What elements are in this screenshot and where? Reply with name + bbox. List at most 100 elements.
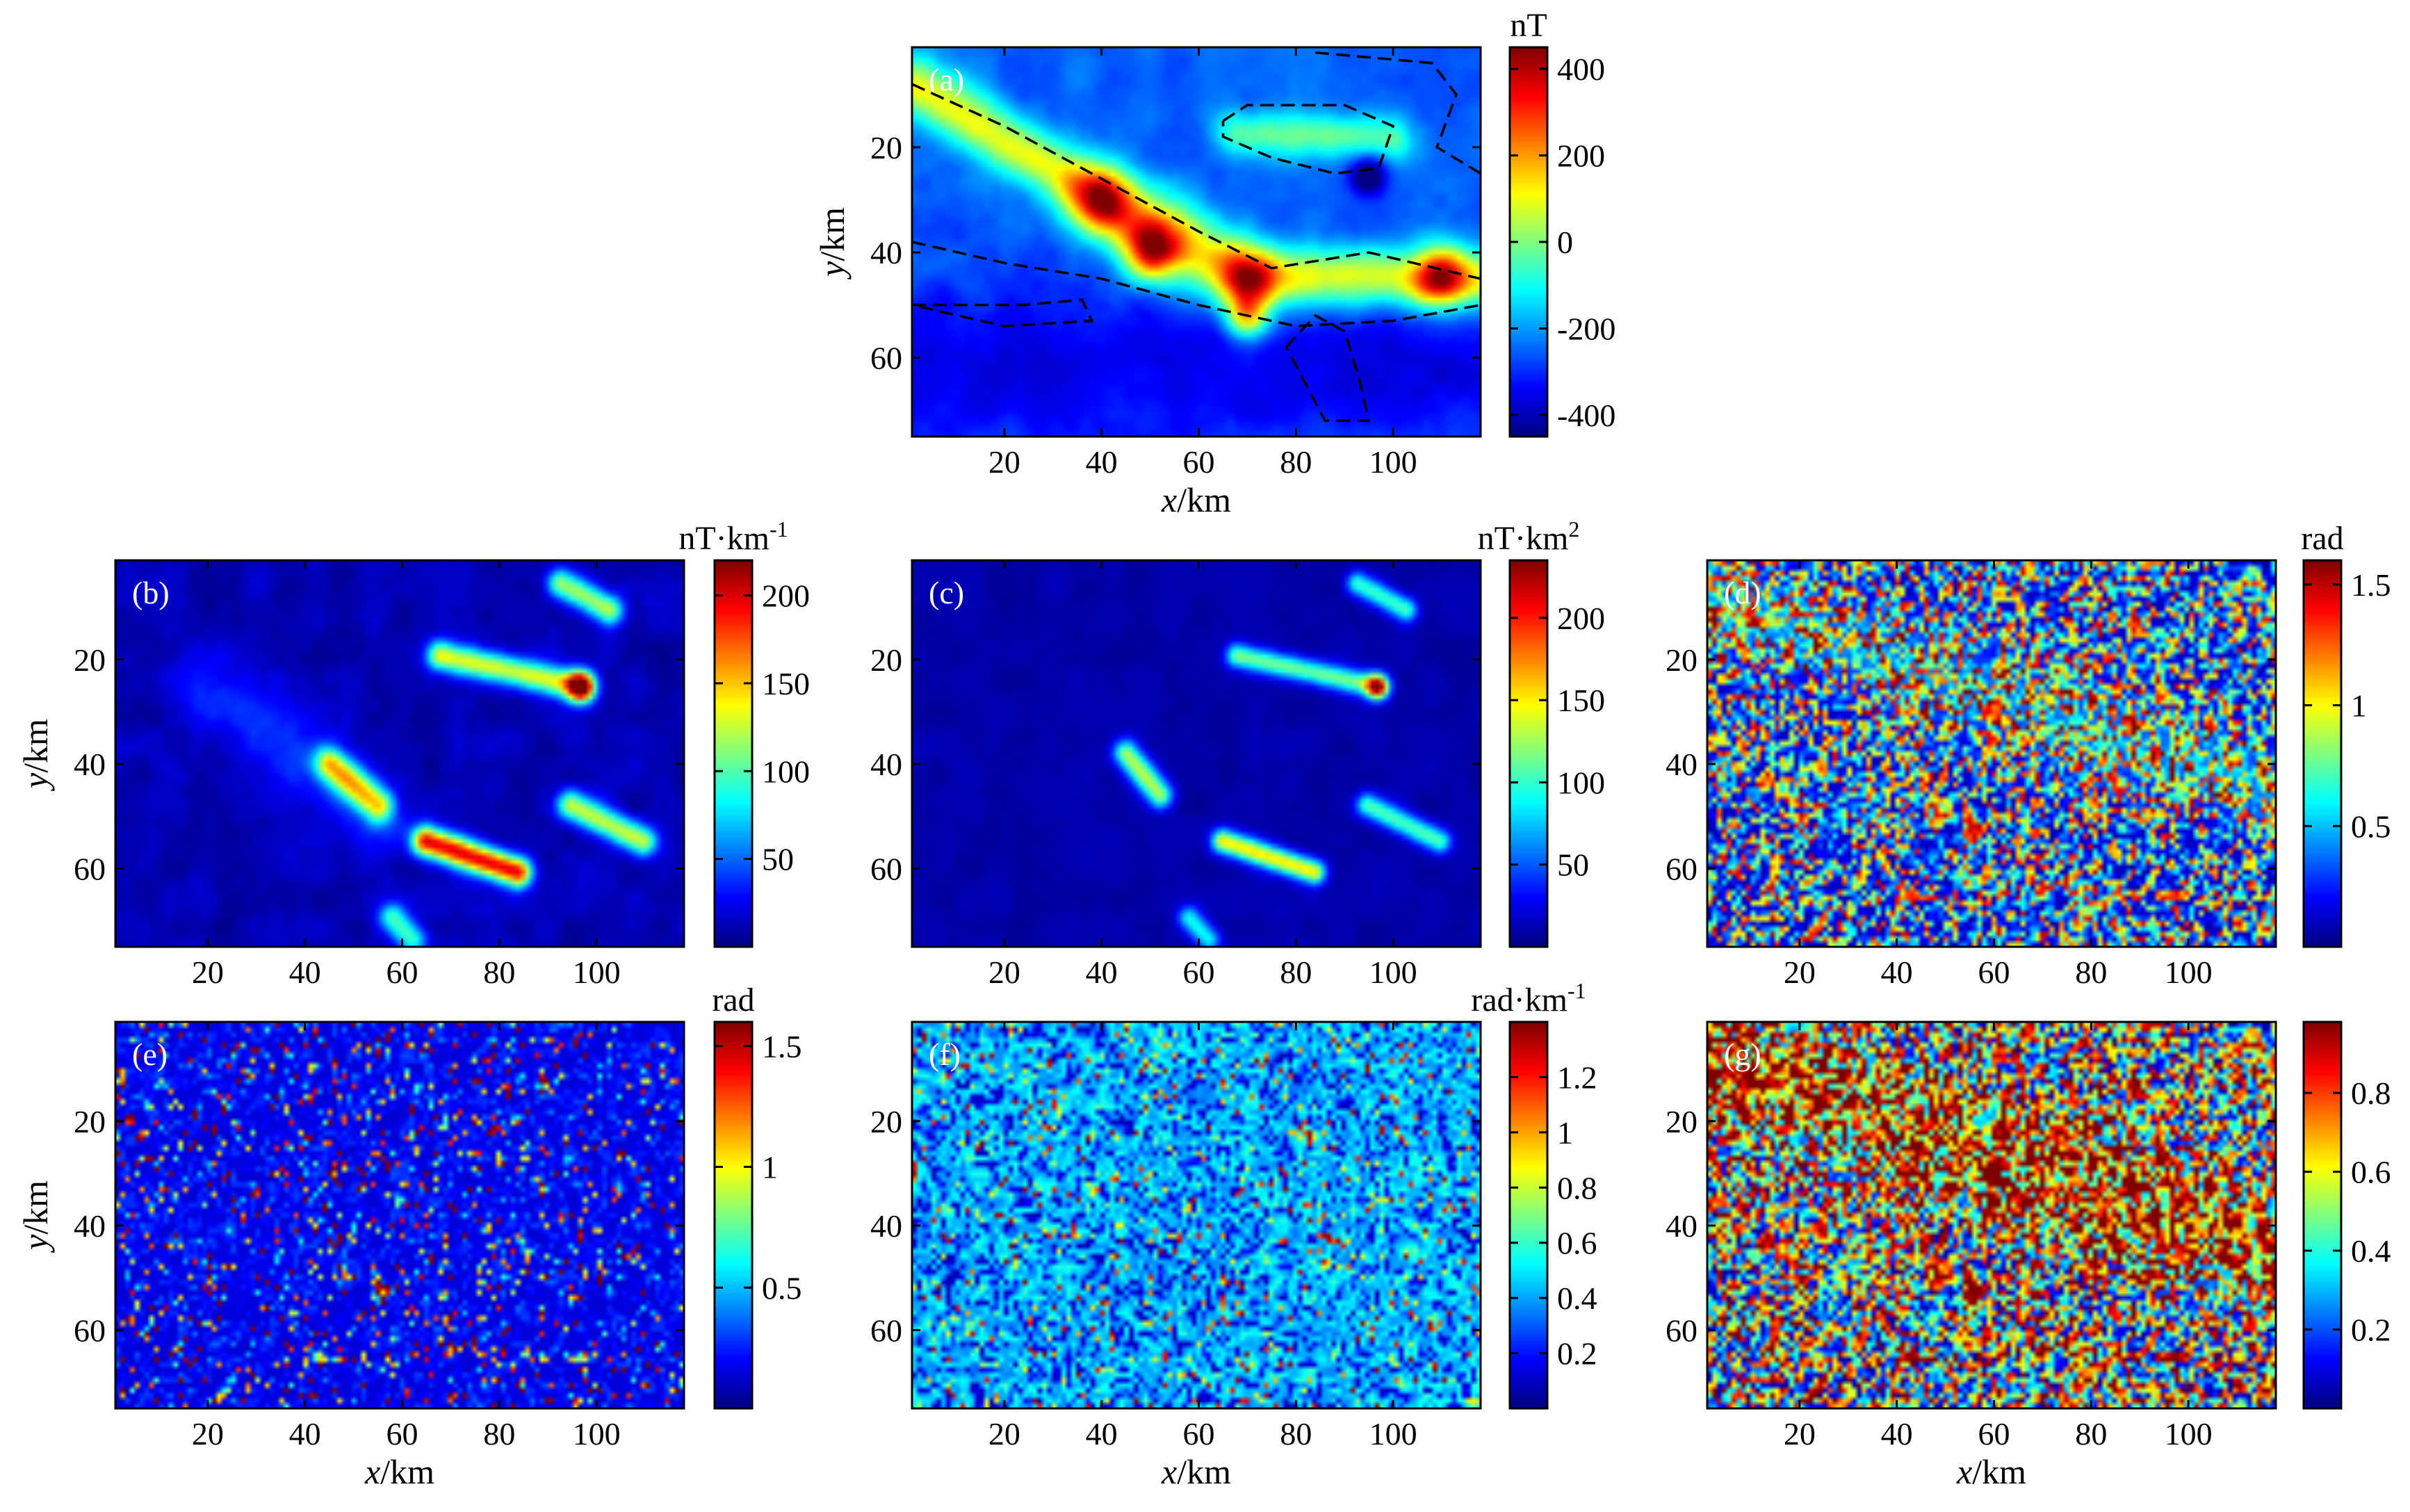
x-tick-label: 60 [1978, 1416, 2010, 1452]
colorbar-unit-text: nT·km [1478, 520, 1569, 557]
x-tick-label: 20 [1784, 954, 1816, 990]
x-tick-label: 60 [1182, 954, 1214, 990]
colorbar-tick-label: 50 [1557, 847, 1589, 883]
y-tick-label: 40 [74, 1208, 106, 1244]
colorbar-tick-label: 1 [2351, 688, 2367, 724]
colorbar-c [1510, 560, 1547, 947]
colorbar-unit-sup: -1 [770, 517, 788, 542]
y-tick-label: 60 [870, 851, 902, 886]
x-tick-label: 60 [1182, 1416, 1214, 1452]
x-tick-label: 100 [1369, 444, 1417, 480]
x-axis-var: x [1161, 1452, 1177, 1491]
x-tick-label: 80 [1280, 1416, 1312, 1452]
colorbar-tick-label: 0.5 [2351, 808, 2391, 844]
x-tick-label: 100 [2165, 1416, 2213, 1452]
panel-label-f: (f) [929, 1037, 961, 1072]
heatmap-c [912, 560, 1481, 947]
x-tick-label: 100 [2165, 954, 2213, 990]
x-tick-label: 100 [1369, 1416, 1417, 1452]
y-axis-unit: /km [813, 207, 852, 261]
x-tick-label: 40 [1881, 1416, 1913, 1452]
y-tick-label: 60 [1666, 1312, 1697, 1348]
x-axis-unit: /km [1177, 1452, 1231, 1491]
colorbar-tick-label: 0.4 [2351, 1233, 2391, 1269]
x-axis-label: x/km [1956, 1452, 2026, 1491]
x-axis-var: x [364, 1452, 380, 1491]
colorbar-tick-label: 0.8 [2351, 1075, 2391, 1111]
colorbar-unit-text: rad·km [1471, 982, 1568, 1018]
x-tick-label: 80 [1280, 954, 1312, 990]
y-tick-label: 40 [74, 747, 106, 782]
colorbar-tick-label: 1.5 [762, 1029, 802, 1064]
colorbar-tick-label: 0.8 [1557, 1170, 1597, 1205]
x-tick-label: 100 [1369, 954, 1417, 990]
x-tick-label: 60 [386, 954, 418, 990]
x-tick-label: 80 [483, 954, 515, 990]
heatmap-b [115, 560, 684, 947]
y-tick-label: 40 [870, 1208, 902, 1244]
plot-frame [911, 559, 1482, 948]
colorbar-unit-text: nT [1510, 7, 1547, 44]
x-tick-label: 40 [1086, 1416, 1118, 1452]
y-tick-label: 20 [870, 1104, 902, 1139]
heatmap-g [1707, 1022, 2276, 1408]
y-tick-label: 60 [1666, 851, 1697, 886]
colorbar-d [2304, 560, 2341, 947]
x-tick-label: 40 [1086, 954, 1118, 990]
heatmap-d [1707, 560, 2276, 947]
y-tick-label: 20 [74, 642, 106, 678]
colorbar-tick-label: 50 [762, 842, 794, 877]
colorbar-frame [713, 559, 754, 948]
y-tick-label: 40 [1666, 1208, 1697, 1244]
x-axis-var: x [1161, 480, 1177, 519]
colorbar-unit-text: rad [2301, 520, 2343, 557]
x-tick-label: 100 [573, 954, 621, 990]
colorbar-f [1510, 1022, 1547, 1408]
x-axis-unit: /km [1177, 480, 1231, 519]
contour-line [911, 241, 1481, 327]
heatmap-f [912, 1022, 1481, 1408]
contour-line [1315, 51, 1481, 175]
x-axis-label: x/km [1161, 480, 1231, 519]
colorbar-tick-label: 1 [762, 1150, 778, 1185]
colorbar-tick-label: 1.5 [2351, 567, 2391, 603]
y-tick-label: 20 [870, 130, 902, 165]
y-axis-var: y [16, 772, 55, 792]
panel-label-c: (c) [929, 575, 964, 610]
y-axis-unit: /km [16, 719, 55, 773]
plot-frame [114, 1021, 685, 1410]
y-tick-label: 20 [870, 642, 902, 678]
contour-line [911, 83, 1481, 280]
x-axis-unit: /km [380, 1452, 434, 1491]
colorbar-tick-label: 400 [1557, 51, 1605, 87]
y-axis-label: y/km [16, 1180, 55, 1253]
x-tick-label: 20 [988, 1416, 1020, 1452]
y-tick-label: 40 [870, 235, 902, 270]
colorbar-frame [1508, 1021, 1549, 1410]
heatmap-a [912, 47, 1481, 437]
colorbar-tick-label: 200 [762, 578, 810, 614]
colorbar-tick-label: 100 [762, 754, 810, 789]
colorbar-unit-text: rad [712, 982, 754, 1018]
colorbar-tick-label: 0.4 [1557, 1281, 1597, 1316]
panel-label-g: (g) [1724, 1037, 1761, 1072]
colorbar-tick-label: -400 [1557, 398, 1615, 433]
x-tick-label: 60 [1182, 444, 1214, 480]
plot-frame [1706, 559, 2277, 948]
colorbar-tick-label: 1.2 [1557, 1059, 1597, 1095]
x-tick-label: 80 [2075, 954, 2107, 990]
plot-frame [1706, 1021, 2277, 1410]
x-tick-label: 60 [1978, 954, 2010, 990]
colorbar-tick-label: 150 [1557, 683, 1605, 718]
x-tick-label: 100 [573, 1416, 621, 1452]
panel-label-e: (e) [132, 1037, 168, 1072]
x-tick-label: 20 [1784, 1416, 1816, 1452]
colorbar-unit: rad·km-1 [1471, 978, 1586, 1018]
colorbar-b [715, 560, 752, 947]
colorbar-tick-label: 0.2 [2351, 1312, 2391, 1348]
plot-frame [911, 1021, 1482, 1410]
panel-label-a: (a) [929, 62, 964, 97]
y-tick-label: 20 [74, 1104, 106, 1139]
x-tick-label: 60 [386, 1416, 418, 1452]
y-tick-label: 60 [870, 340, 902, 375]
